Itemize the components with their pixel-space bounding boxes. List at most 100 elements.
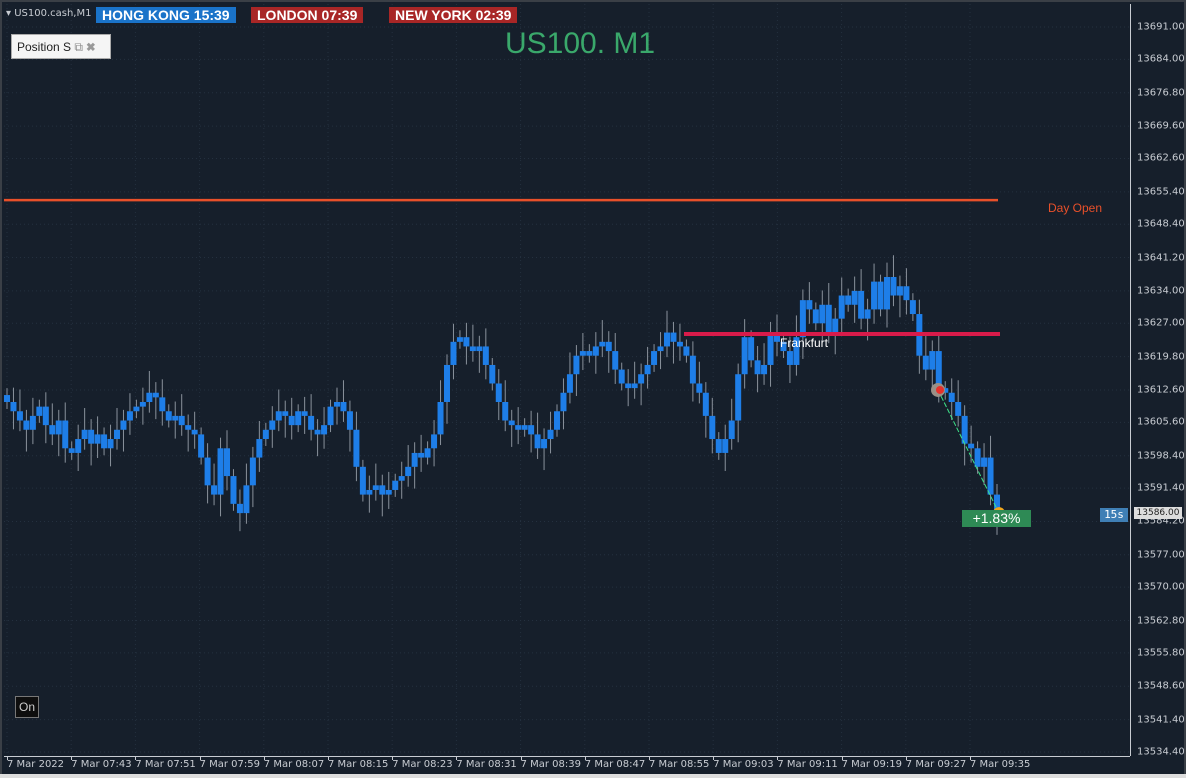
candle-body (799, 300, 806, 338)
candle-body (942, 388, 949, 393)
candle-body (178, 415, 185, 426)
candle-body (825, 304, 832, 333)
price-tick: 13684.00 (1137, 53, 1185, 65)
candle-body (851, 290, 858, 305)
candle-body (359, 466, 366, 495)
candle-body (68, 448, 75, 453)
price-tick: 13598.40 (1137, 450, 1185, 462)
time-tick: 7 Mar 09:11 (777, 756, 838, 770)
candle-body (528, 425, 535, 435)
candle-body (353, 429, 360, 467)
candle-body (366, 489, 373, 495)
price-tick: 13641.20 (1137, 252, 1185, 264)
dropdown-icon[interactable]: ▾ (6, 8, 15, 19)
candle-body (139, 402, 146, 407)
candle-body (16, 411, 23, 421)
candle-body (398, 476, 405, 481)
candle-body (146, 392, 153, 402)
candle-body (372, 485, 379, 490)
candle-body (922, 355, 929, 370)
candle-body (450, 341, 457, 365)
candle-body (249, 457, 256, 486)
candle-body (702, 392, 709, 416)
candle-body (482, 346, 489, 365)
candle-body (392, 480, 399, 490)
price-chart[interactable] (4, 4, 1130, 756)
candle-body (599, 341, 606, 347)
price-axis[interactable]: 13691.00 13684.00 13676.80 13669.60 13662.60… (1130, 4, 1185, 758)
candle-body (521, 425, 528, 430)
candle-body (379, 485, 386, 495)
candle-body (191, 429, 198, 435)
candle-body (346, 411, 353, 430)
symbol-label[interactable]: ▾ US100.cash,M1 (6, 8, 91, 19)
candle-body (935, 351, 942, 389)
candle-body (566, 374, 573, 393)
close-icon[interactable]: ✖ (86, 40, 96, 54)
candle-body (4, 395, 10, 402)
position-panel[interactable]: Position S ⧉ ✖ (11, 34, 111, 59)
candle-body (838, 295, 845, 319)
candle-body (463, 337, 470, 347)
candle-body (573, 355, 580, 375)
candle-body (42, 406, 49, 426)
candle-body (62, 420, 69, 449)
price-tick: 13591.40 (1137, 482, 1185, 494)
chart-title: US100. M1 (505, 27, 656, 60)
time-tick: 7 Mar 08:39 (520, 756, 581, 770)
candle-body (644, 364, 651, 375)
time-tick: 7 Mar 09:35 (970, 756, 1031, 770)
candle-body (275, 411, 282, 421)
candle-body (469, 346, 476, 352)
candle-body (728, 420, 735, 440)
candle-body (340, 402, 347, 412)
candle-body (994, 494, 1000, 514)
session-london: LONDON 07:39 (251, 7, 364, 23)
candle-body (761, 364, 768, 375)
candle-body (476, 346, 483, 352)
candle-body (903, 286, 910, 301)
candle-body (676, 341, 683, 347)
candle-body (236, 503, 243, 514)
price-tick: 13570.00 (1137, 581, 1185, 593)
price-tick: 13648.40 (1137, 218, 1185, 230)
candle-body (612, 351, 619, 370)
time-tick: 7 Mar 08:15 (328, 756, 389, 770)
candle-body (909, 300, 916, 315)
candle-body (709, 415, 716, 440)
candle-body (689, 355, 696, 384)
time-tick: 7 Mar 07:51 (135, 756, 196, 770)
candle-body (288, 415, 295, 426)
time-tick: 7 Mar 09:27 (905, 756, 967, 770)
time-axis[interactable]: 7 Mar 2022 7 Mar 07:43 7 Mar 07:51 7 Mar 07… (4, 756, 1130, 774)
candle-body (987, 457, 994, 495)
candle-body (321, 425, 328, 435)
candle-body (547, 429, 554, 440)
candle-body (295, 411, 302, 426)
candle-body (631, 383, 638, 389)
profit-percent-badge: +1.83% (962, 510, 1031, 527)
time-tick: 7 Mar 08:47 (584, 756, 646, 770)
candle-timer: 15s (1100, 508, 1128, 522)
candle-body (411, 452, 418, 467)
candle-body (696, 383, 703, 393)
candle-body (592, 346, 599, 356)
time-tick: 7 Mar 07:59 (199, 756, 260, 770)
candle-body (780, 341, 787, 352)
on-toggle-button[interactable]: On (15, 696, 39, 718)
position-panel-title: Position S (17, 40, 72, 54)
candle-body (424, 448, 431, 458)
candle-body (806, 300, 813, 310)
candle-body (81, 429, 88, 440)
candle-body (107, 439, 114, 449)
candle-body (819, 304, 826, 324)
candle-body (217, 448, 224, 495)
candle-body (185, 425, 192, 430)
restore-icon[interactable]: ⧉ (74, 40, 83, 54)
price-tick: 13562.80 (1137, 615, 1185, 627)
price-tick: 13627.00 (1137, 317, 1185, 329)
candle-body (327, 406, 334, 426)
candle-body (618, 369, 625, 384)
price-tick: 13584.20 (1137, 515, 1185, 527)
candle-body (515, 425, 522, 430)
